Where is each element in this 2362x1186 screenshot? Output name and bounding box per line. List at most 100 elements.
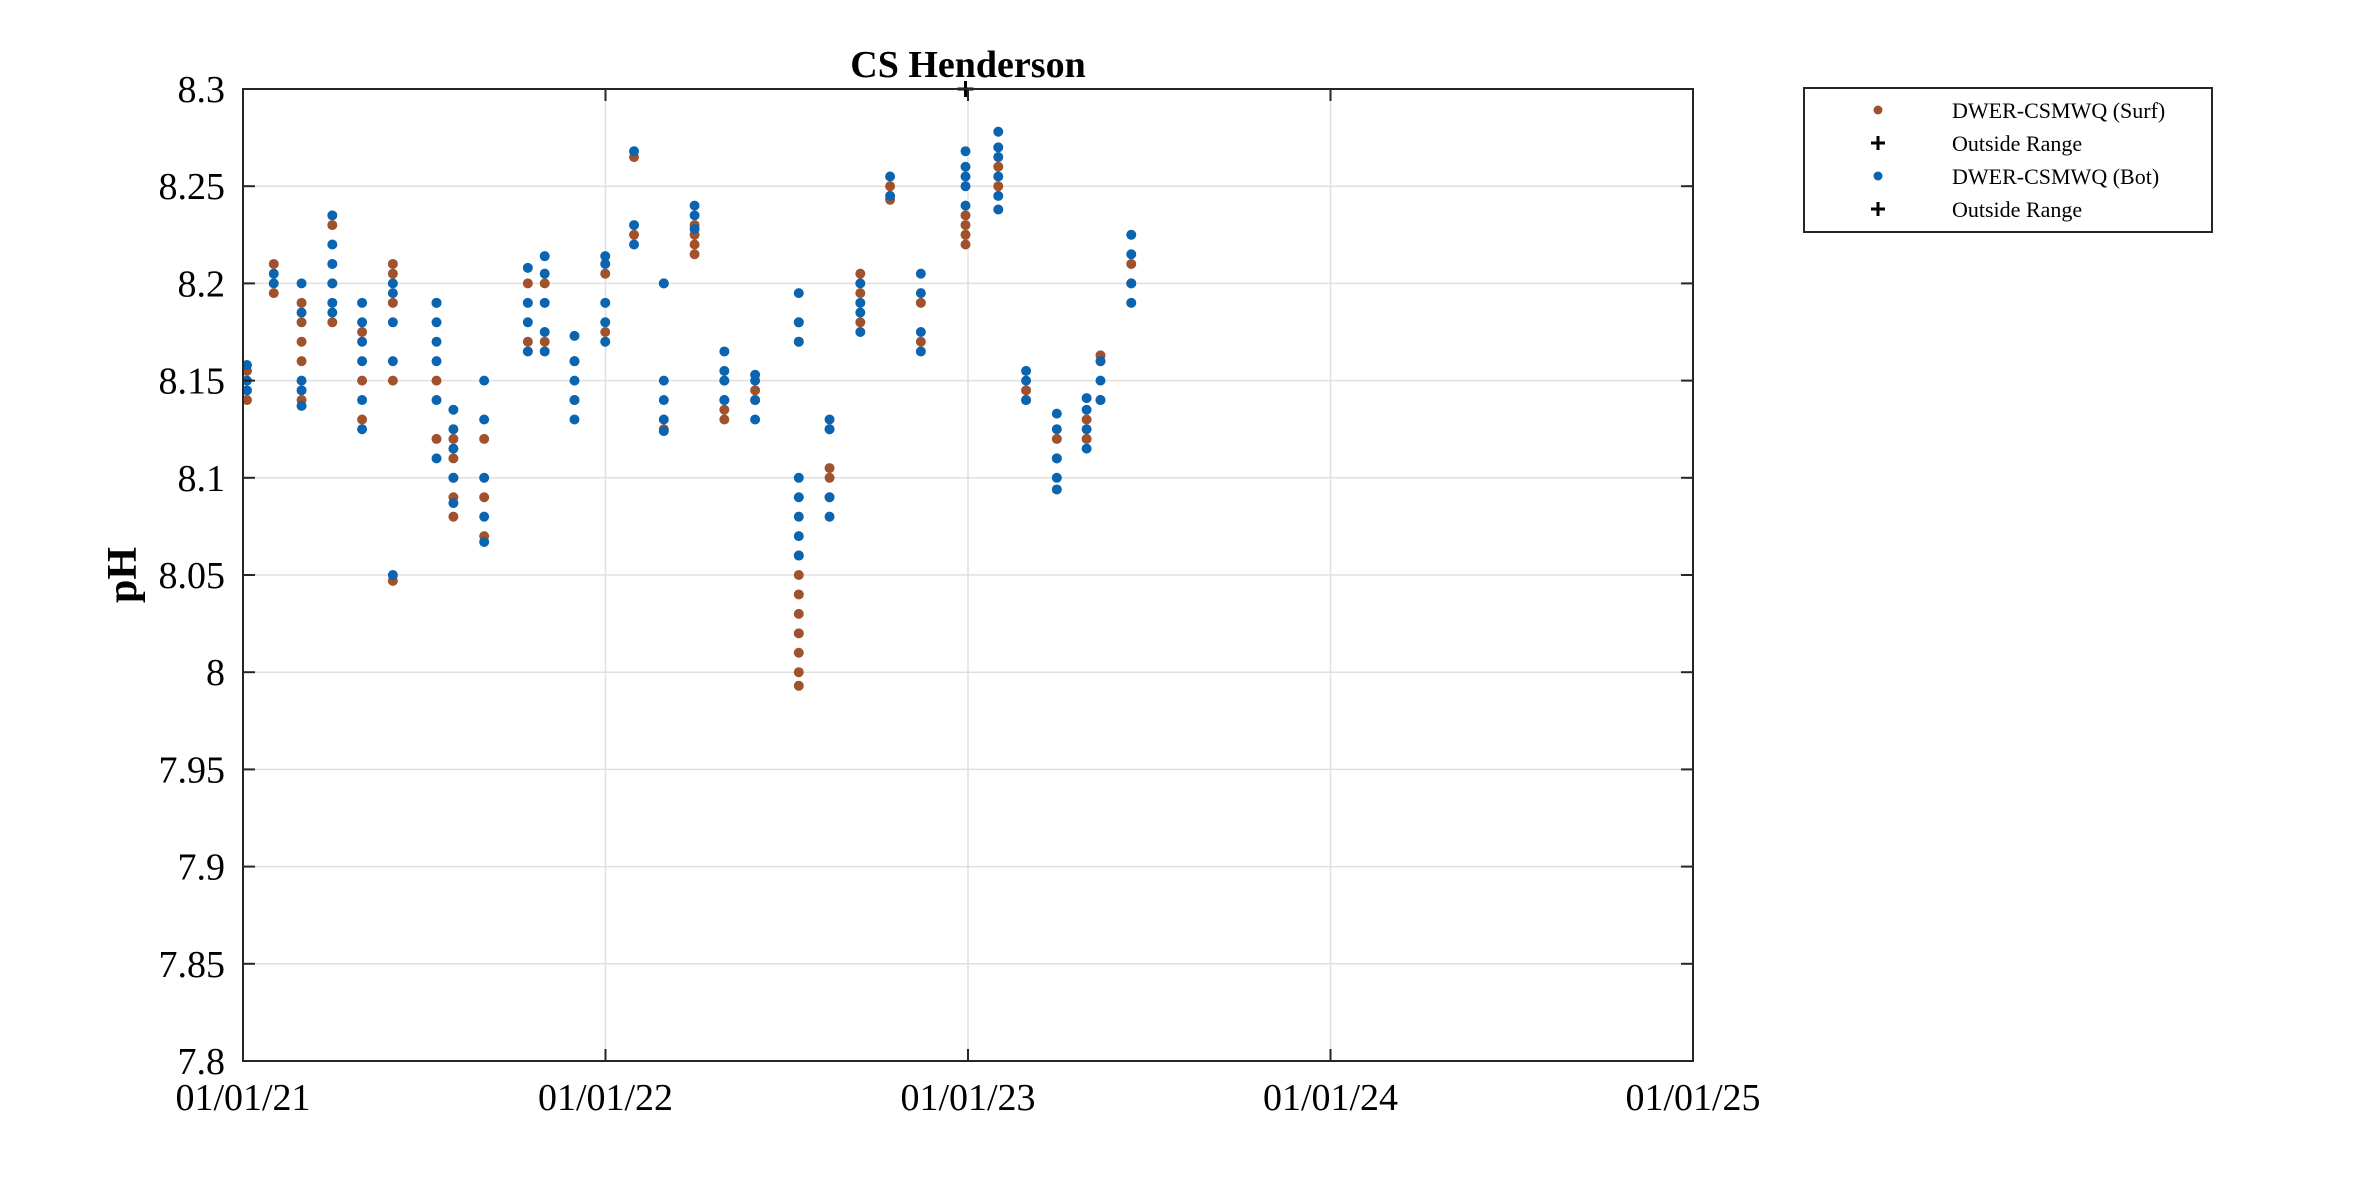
data-point: [1126, 297, 1137, 308]
data-point: [431, 297, 442, 308]
data-point: [357, 395, 368, 406]
data-point: [522, 346, 533, 357]
data-point: [885, 190, 896, 201]
legend-item: Outside Range: [1871, 131, 2082, 156]
x-tick-label: 01/01/22: [538, 1077, 673, 1119]
data-point: [539, 346, 550, 357]
ticks-layer: 7.8 7.85 7.9 7.95 8 8.05 8.1 8.15 8.2 8.25 8.3 01/0…: [159, 69, 1761, 1119]
data-point: [479, 536, 490, 547]
data-point: [915, 297, 926, 308]
data-point: [658, 426, 669, 437]
data-point: [915, 268, 926, 279]
data-point: [479, 472, 490, 483]
data-point: [387, 375, 398, 386]
data-point: [793, 667, 804, 678]
data-point: [1021, 385, 1032, 396]
data-point: [431, 453, 442, 464]
data-point: [431, 336, 442, 347]
y-tick-label: 8.1: [178, 458, 226, 500]
data-point: [522, 262, 533, 273]
data-point: [719, 395, 730, 406]
data-point: [479, 414, 490, 425]
data-point: [1081, 424, 1092, 435]
data-point: [357, 336, 368, 347]
data-point: [387, 297, 398, 308]
legend-item: DWER-CSMWQ (Bot): [1873, 164, 2159, 189]
data-point: [448, 453, 459, 464]
data-point: [600, 251, 611, 262]
data-point: [296, 317, 307, 328]
data-point: [600, 297, 611, 308]
data-point: [327, 258, 338, 269]
data-point: [960, 200, 971, 211]
data-point: [960, 146, 971, 157]
data-point: [629, 229, 640, 240]
data-point: [719, 346, 730, 357]
data-point: [750, 369, 761, 380]
data-point: [1081, 393, 1092, 404]
data-point: [993, 126, 1004, 137]
data-point: [960, 161, 971, 172]
data-point: [824, 463, 835, 474]
data-point: [268, 268, 279, 279]
data-point: [793, 288, 804, 299]
data-point: [539, 251, 550, 262]
data-point: [296, 356, 307, 367]
legend-marker-dot: [1873, 105, 1883, 115]
data-point: [522, 297, 533, 308]
data-point: [793, 472, 804, 483]
data-point: [327, 307, 338, 318]
y-tick-label: 7.9: [178, 847, 226, 889]
data-point: [1126, 278, 1137, 289]
data-point: [793, 608, 804, 619]
legend-item: DWER-CSMWQ (Surf): [1873, 98, 2165, 123]
data-point: [327, 220, 338, 231]
data-point: [855, 326, 866, 337]
legend-label: Outside Range: [1952, 131, 2082, 156]
data-point: [357, 326, 368, 337]
data-point: [431, 356, 442, 367]
data-point: [993, 161, 1004, 172]
data-point: [793, 492, 804, 503]
data-point: [689, 200, 700, 211]
data-point: [268, 278, 279, 289]
data-point: [793, 531, 804, 542]
data-point: [539, 326, 550, 337]
data-point: [993, 181, 1004, 192]
data-point: [569, 414, 580, 425]
y-tick-label: 8.25: [159, 166, 226, 208]
data-point: [629, 220, 640, 231]
data-point: [1081, 443, 1092, 454]
data-point: [387, 570, 398, 581]
data-point: [431, 375, 442, 386]
data-point: [793, 680, 804, 691]
data-point: [522, 278, 533, 289]
data-point: [824, 424, 835, 435]
data-point: [960, 239, 971, 250]
data-point: [296, 375, 307, 386]
data-point: [569, 375, 580, 386]
data-point: [296, 336, 307, 347]
y-tick-label: 8.05: [159, 555, 226, 597]
data-point: [327, 317, 338, 328]
data-point: [824, 492, 835, 503]
legend-label: DWER-CSMWQ (Surf): [1952, 98, 2165, 123]
data-point: [479, 492, 490, 503]
data-point: [479, 375, 490, 386]
data-point: [750, 385, 761, 396]
data-point: [855, 268, 866, 279]
y-tick-label: 8: [206, 652, 225, 694]
x-tick-label: 01/01/21: [175, 1077, 310, 1119]
data-point: [1126, 249, 1137, 260]
data-point: [658, 414, 669, 425]
data-point: [448, 424, 459, 435]
data-point: [522, 336, 533, 347]
data-point: [479, 511, 490, 522]
data-point: [268, 288, 279, 299]
data-point: [750, 414, 761, 425]
data-point: [387, 356, 398, 367]
data-point: [855, 317, 866, 328]
data-point: [479, 433, 490, 444]
data-point: [793, 317, 804, 328]
